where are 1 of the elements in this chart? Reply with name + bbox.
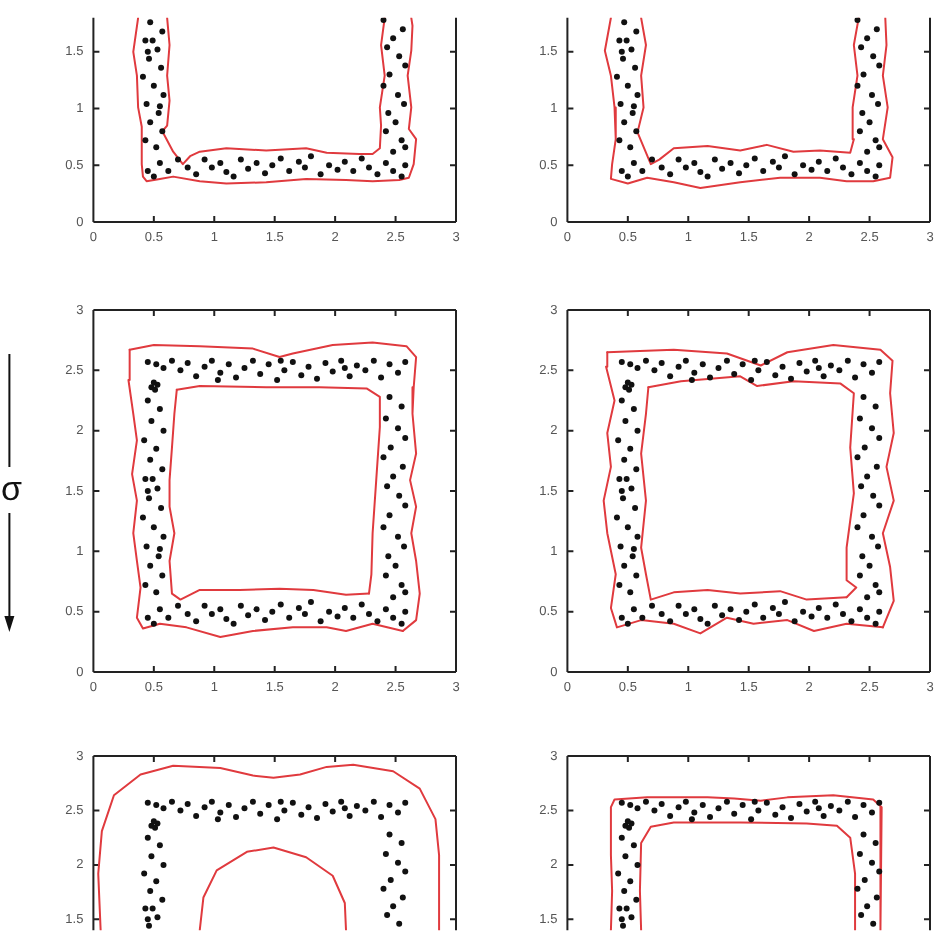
text: σ — [0, 470, 23, 509]
